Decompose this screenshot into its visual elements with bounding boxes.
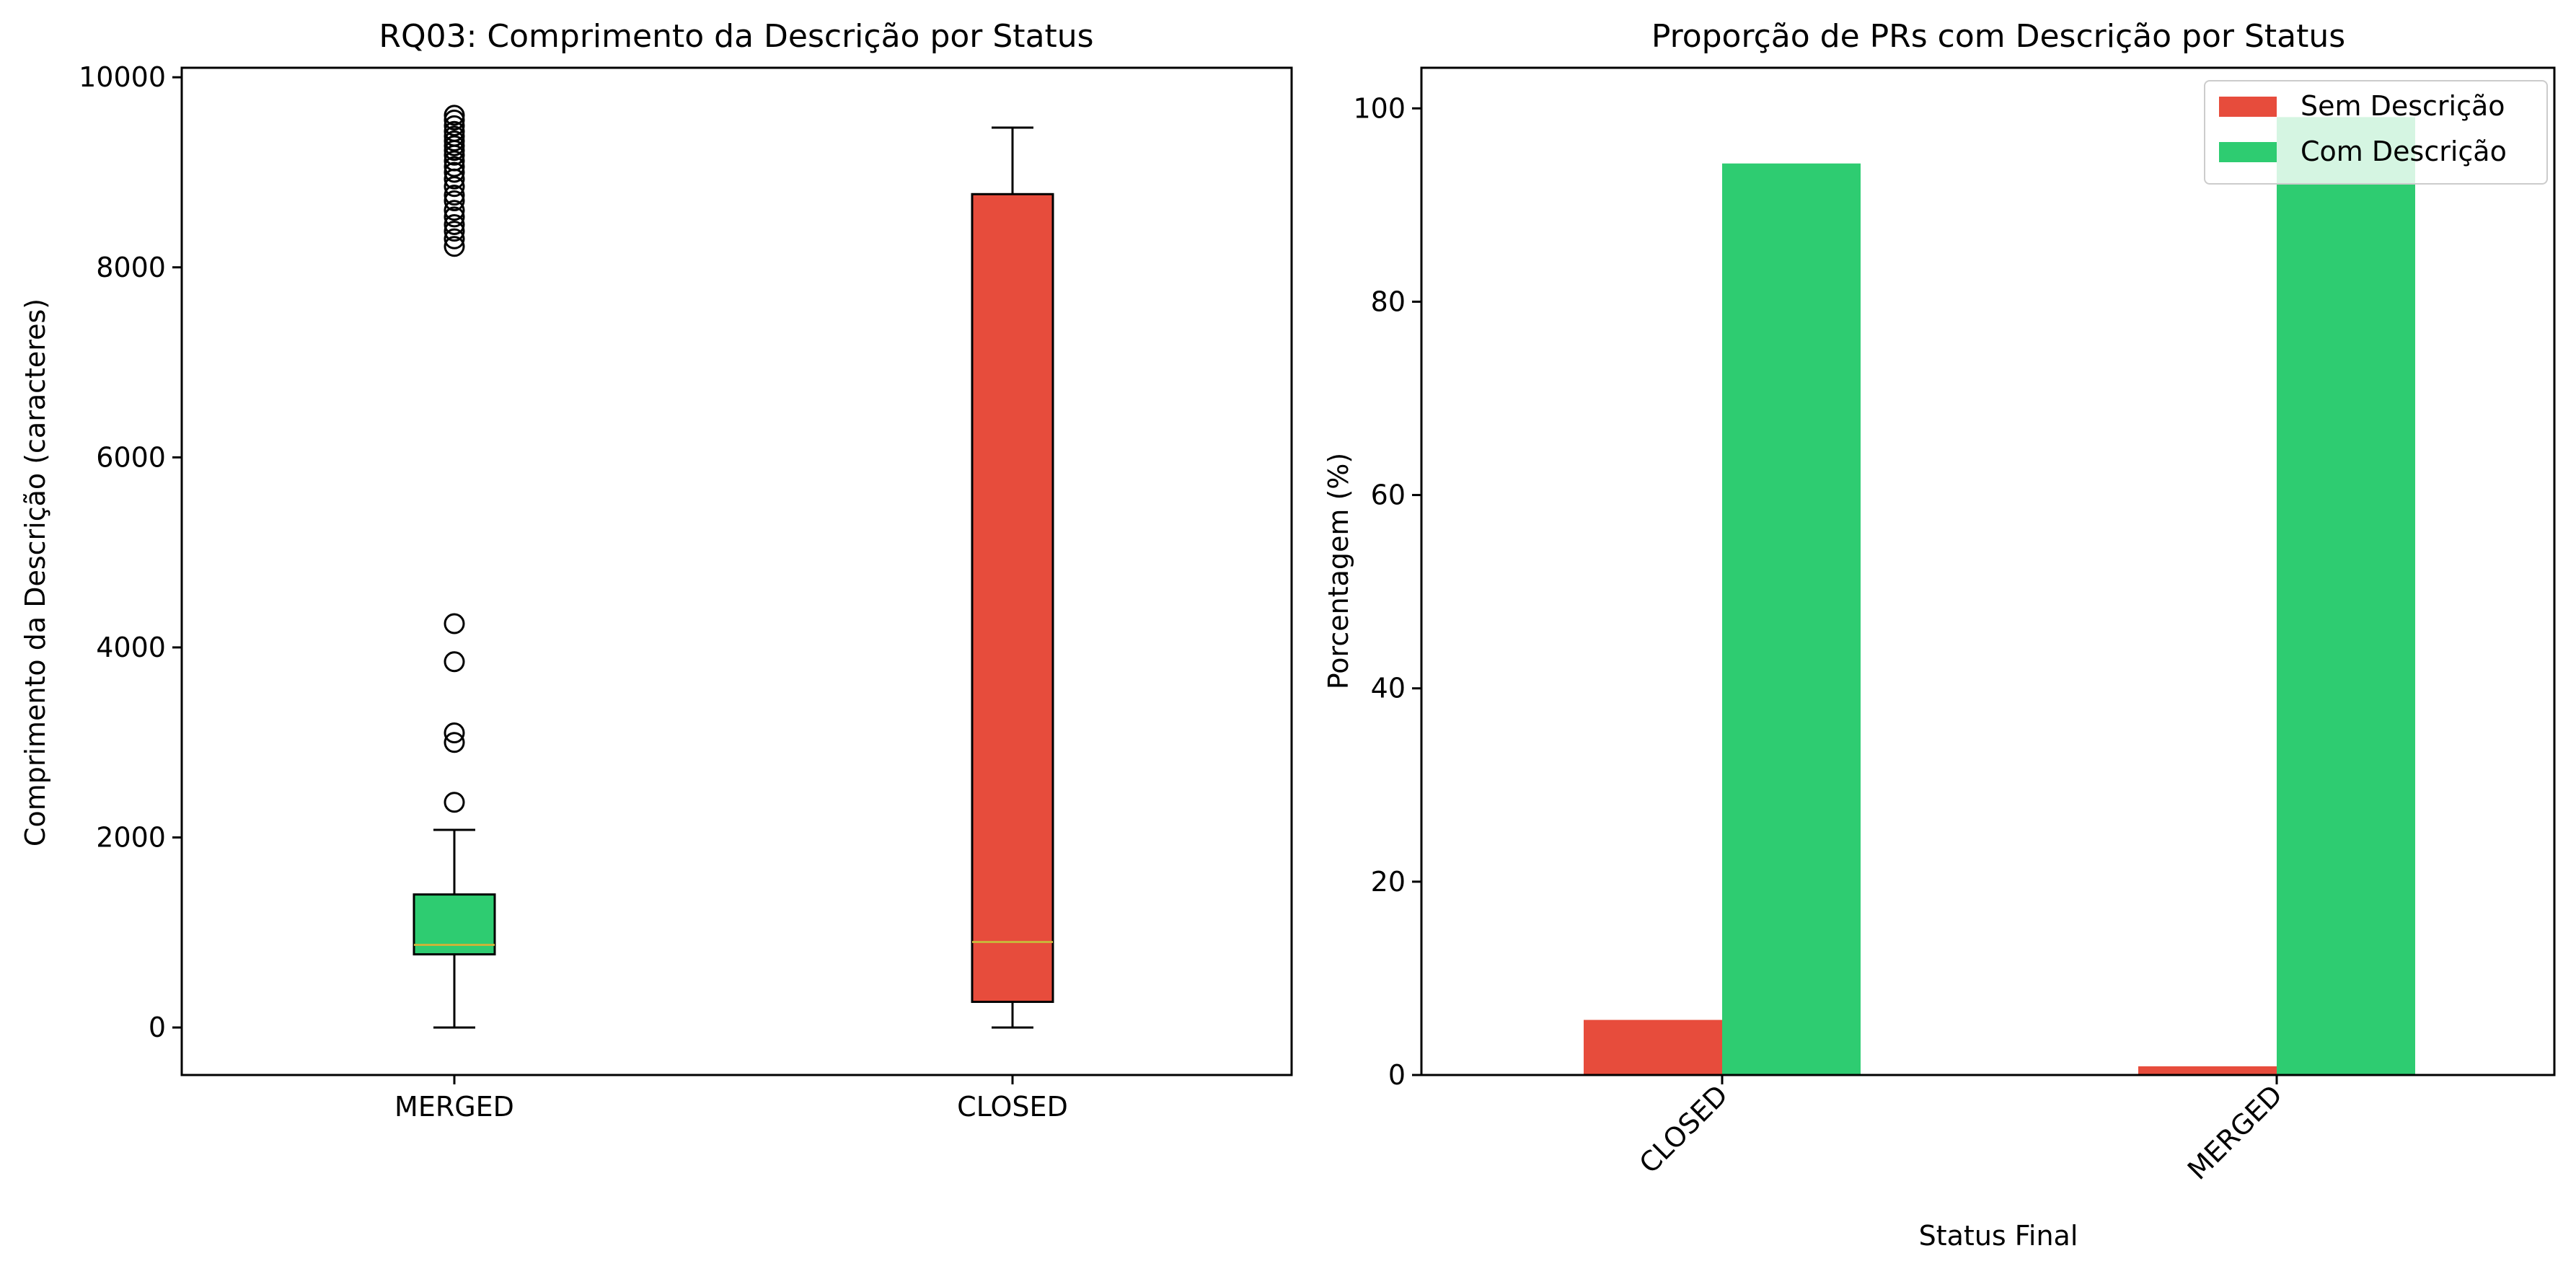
boxplot-panel: RQ03: Comprimento da Descrição por Statu… [19, 18, 1293, 1123]
x-tick-label: MERGED [394, 1091, 514, 1123]
boxplot-title: RQ03: Comprimento da Descrição por Statu… [379, 18, 1093, 55]
x-tick-label: MERGED [2182, 1079, 2288, 1185]
bar-sem-descricao-merged [2138, 1066, 2277, 1075]
y-tick-label: 40 [1371, 673, 1406, 704]
outlier-point [444, 135, 465, 156]
bar-chart-marks [1584, 117, 2415, 1076]
outlier-point [444, 651, 465, 673]
outlier-point [444, 206, 465, 228]
outlier-point [444, 200, 465, 221]
bar-chart-x-axis-label: Status Final [1919, 1220, 2078, 1252]
outlier-point [444, 185, 465, 206]
y-tick-label: 4000 [96, 632, 166, 663]
outlier-point [444, 109, 465, 131]
y-tick-label: 0 [1388, 1059, 1406, 1091]
outlier-point [444, 150, 465, 172]
outlier-point [444, 732, 465, 753]
bar-chart-x-axis: CLOSED MERGED [1633, 1075, 2288, 1186]
boxplot-y-axis: 0 2000 4000 6000 8000 10000 [79, 61, 182, 1043]
outlier-point [444, 130, 465, 151]
bar-chart-axes-frame [1420, 66, 2556, 1076]
legend-box [2204, 80, 2548, 185]
legend-label: Com Descrição [2301, 136, 2507, 167]
x-tick-label: CLOSED [957, 1091, 1068, 1123]
outlier-point [444, 228, 465, 249]
bar-sem-descricao-closed [1584, 1019, 1722, 1075]
outlier-point [444, 213, 465, 235]
boxplot-axes-frame [180, 66, 1293, 1076]
y-tick-label: 0 [149, 1012, 166, 1043]
y-tick-label: 100 [1353, 92, 1406, 124]
boxplot-x-axis: MERGED CLOSED [394, 1075, 1068, 1123]
bar-chart-y-axis: 0 20 40 60 80 100 [1353, 92, 1421, 1091]
outlier-point [444, 613, 465, 634]
bar-chart-legend: Sem Descrição Com Descrição [2204, 80, 2548, 185]
legend-label: Sem Descrição [2301, 90, 2505, 122]
bar-com-descricao-closed [1722, 163, 1861, 1076]
boxplot-marks [413, 105, 1054, 1029]
legend-swatch [2219, 97, 2277, 117]
y-tick-label: 8000 [96, 252, 166, 283]
x-tick-label: CLOSED [1633, 1079, 1734, 1180]
outlier-point [444, 105, 465, 126]
outlier-point [444, 221, 465, 242]
legend-swatch [2219, 142, 2277, 162]
y-tick-label: 80 [1371, 286, 1406, 317]
outlier-point [444, 722, 465, 744]
outlier-point [444, 792, 465, 813]
box-closed [971, 193, 1054, 1004]
bar-com-descricao-merged [2277, 117, 2415, 1075]
y-tick-label: 2000 [96, 822, 166, 854]
bar-chart-y-axis-label: Porcentagem (%) [1323, 453, 1354, 690]
outlier-point [444, 115, 465, 136]
bar-chart-title: Proporção de PRs com Descrição por Statu… [1651, 18, 2345, 55]
outlier-point [444, 190, 465, 212]
outlier-point [444, 125, 465, 147]
bar-panel: Proporção de PRs com Descrição por Statu… [1323, 18, 2556, 1252]
outlier-point [444, 236, 465, 257]
outlier-point [444, 156, 465, 177]
y-tick-label: 60 [1371, 479, 1406, 511]
y-tick-label: 20 [1371, 866, 1406, 898]
outlier-point [444, 176, 465, 198]
y-tick-label: 10000 [79, 61, 166, 93]
boxplot-y-axis-label: Comprimento da Descrição (caracteres) [19, 298, 51, 846]
outlier-point [444, 120, 465, 142]
y-tick-label: 6000 [96, 441, 166, 473]
outlier-point [444, 162, 465, 183]
